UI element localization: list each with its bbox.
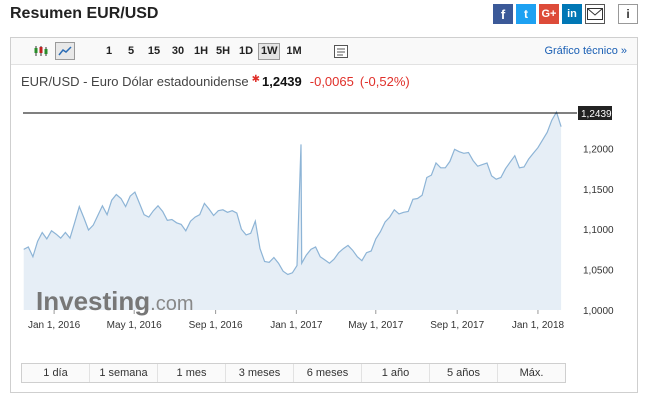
last-price-marker [578,106,612,121]
x-tick-label: May 1, 2016 [107,320,162,331]
y-tick-label: 1,1500 [583,185,614,196]
range-button[interactable]: 1 día [22,364,90,382]
mail-icon[interactable] [585,4,605,24]
last-price-label: 1,2439 [581,109,612,120]
y-tick-label: 1,0500 [583,266,614,277]
timeframe-1m[interactable]: 1M [286,45,302,57]
page-title: Resumen EUR/USD [10,5,159,22]
settings-panel-icon[interactable] [331,42,351,60]
range-button[interactable]: 5 años [430,364,498,382]
share-bar: f t G+ in i [493,4,638,24]
linkedin-icon[interactable]: in [562,4,582,24]
y-tick-label: 1,0000 [583,306,614,317]
technical-chart-link[interactable]: Gráfico técnico » [544,45,627,57]
range-selector: 1 día 1 semana 1 mes 3 meses 6 meses 1 año 5 a… [21,363,566,383]
google-plus-icon[interactable]: G+ [539,4,559,24]
twitter-icon[interactable]: t [516,4,536,24]
range-button[interactable]: 3 meses [226,364,294,382]
range-button[interactable]: 6 meses [294,364,362,382]
range-button[interactable]: 1 mes [158,364,226,382]
x-tick-label: Sep 1, 2016 [189,320,243,331]
price-line [23,110,562,276]
timeframe-5[interactable]: 5 [127,45,135,57]
timeframe-1w[interactable]: 1W [258,43,280,60]
y-tick-label: 1,1000 [583,225,614,236]
range-button[interactable]: 1 año [362,364,430,382]
timeframe-15[interactable]: 15 [147,45,161,57]
price-area [23,112,562,310]
x-tick-label: May 1, 2017 [348,320,403,331]
x-tick-label: Jan 1, 2016 [28,320,81,331]
price-chart: Investing.com1,24391,00001,05001,10001,1… [23,106,614,331]
timeframe-5h[interactable]: 5H [215,45,231,57]
quote-line: EUR/USD - Euro Dólar estadounidense ✱ 1,24… [21,74,416,89]
range-button[interactable]: 1 semana [90,364,158,382]
instrument-name: EUR/USD - Euro Dólar estadounidense [21,74,249,89]
range-button[interactable]: Máx. [498,364,565,382]
timeframe-1d[interactable]: 1D [238,45,254,57]
line-chart-icon[interactable] [55,42,75,60]
timeframe-1h[interactable]: 1H [193,45,209,57]
y-tick-label: 1,2000 [583,144,614,155]
price-change: -0,0065 [309,74,354,89]
price-change-pct: (-0,52%) [359,74,410,89]
x-tick-label: Jan 1, 2017 [270,320,323,331]
star-icon: ✱ [251,74,260,85]
chart-toolbar: 1 5 15 30 1H 5H 1D 1W 1M Gráfico técnico » [11,38,637,65]
info-icon[interactable]: i [618,4,638,24]
last-price: 1,2439 [262,74,302,89]
facebook-icon[interactable]: f [493,4,513,24]
timeframe-1[interactable]: 1 [105,45,113,57]
chart-panel: 1 5 15 30 1H 5H 1D 1W 1M Gráfico técnico » EUR/U… [10,37,638,393]
x-tick-label: Jan 1, 2018 [512,320,565,331]
timeframe-30[interactable]: 30 [171,45,185,57]
candlestick-icon[interactable] [31,42,51,60]
x-tick-label: Sep 1, 2017 [430,320,484,331]
